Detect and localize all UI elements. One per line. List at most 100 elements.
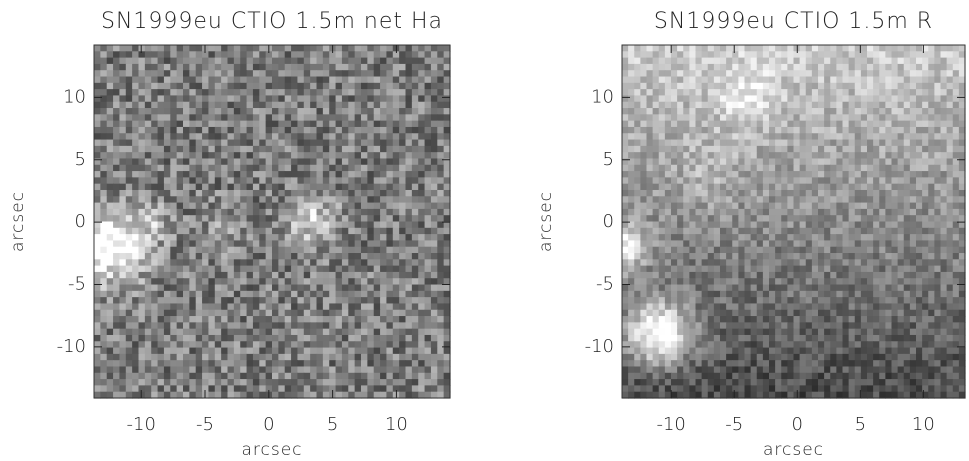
pixel — [266, 348, 273, 355]
pixel — [647, 203, 654, 210]
pixel — [355, 341, 362, 348]
pixel — [348, 203, 355, 210]
pixel — [94, 133, 101, 140]
pixel — [898, 58, 905, 65]
pixel — [221, 291, 228, 298]
pixel — [151, 348, 158, 355]
pixel — [132, 108, 139, 115]
pixel — [145, 366, 152, 373]
pixel — [861, 190, 868, 197]
pixel — [849, 51, 856, 58]
pixel — [151, 45, 158, 52]
pixel — [266, 247, 273, 254]
pixel — [361, 222, 368, 229]
pixel — [304, 303, 311, 310]
pixel — [640, 228, 647, 235]
pixel — [941, 240, 948, 247]
pixel — [107, 127, 114, 134]
pixel — [953, 45, 960, 52]
pixel — [317, 140, 324, 147]
pixel — [763, 133, 770, 140]
pixel — [348, 83, 355, 90]
pixel — [139, 196, 146, 203]
pixel — [665, 171, 672, 178]
pixel — [208, 77, 215, 84]
pixel — [329, 152, 336, 159]
pixel — [297, 121, 304, 128]
pixel — [393, 89, 400, 96]
pixel — [266, 310, 273, 317]
pixel — [126, 171, 133, 178]
pixel — [158, 316, 165, 323]
pixel — [329, 341, 336, 348]
pixel — [843, 64, 850, 71]
pixel — [234, 203, 241, 210]
pixel — [202, 196, 209, 203]
pixel — [177, 165, 184, 172]
pixel — [757, 152, 764, 159]
pixel — [107, 83, 114, 90]
pixel — [342, 133, 349, 140]
pixel — [794, 184, 801, 191]
pixel — [272, 146, 279, 153]
pixel — [189, 322, 196, 329]
pixel — [336, 89, 343, 96]
pixel — [355, 322, 362, 329]
pixel — [253, 272, 260, 279]
pixel — [374, 140, 381, 147]
pixel — [119, 102, 126, 109]
pixel — [659, 171, 666, 178]
pixel — [285, 184, 292, 191]
pixel — [622, 228, 629, 235]
pixel — [910, 222, 917, 229]
pixel — [431, 70, 438, 77]
pixel — [119, 177, 126, 184]
pixel — [317, 158, 324, 165]
pixel — [170, 234, 177, 241]
pixel — [158, 77, 165, 84]
pixel — [399, 259, 406, 266]
pixel — [696, 102, 703, 109]
pixel — [119, 222, 126, 229]
pixel — [285, 45, 292, 52]
pixel — [812, 190, 819, 197]
pixel — [380, 114, 387, 121]
pixel — [304, 285, 311, 292]
pixel — [361, 209, 368, 216]
pixel — [665, 209, 672, 216]
pixel — [240, 108, 247, 115]
pixel — [399, 140, 406, 147]
pixel — [266, 83, 273, 90]
pixel — [683, 45, 690, 52]
pixel — [745, 203, 752, 210]
pixel — [132, 366, 139, 373]
pixel — [297, 58, 304, 65]
pixel — [843, 203, 850, 210]
pixel — [892, 83, 899, 90]
pixel — [253, 360, 260, 367]
pixel — [100, 127, 107, 134]
pixel — [253, 108, 260, 115]
pixel — [947, 102, 954, 109]
pixel — [683, 196, 690, 203]
pixel — [855, 240, 862, 247]
pixel — [196, 335, 203, 342]
pixel — [196, 253, 203, 260]
pixel — [145, 121, 152, 128]
pixel — [323, 190, 330, 197]
pixel — [151, 64, 158, 71]
pixel — [751, 209, 758, 216]
pixel — [202, 266, 209, 273]
pixel — [278, 278, 285, 285]
pixel — [892, 114, 899, 121]
pixel — [406, 108, 413, 115]
pixel — [873, 58, 880, 65]
pixel — [323, 196, 330, 203]
pixel — [259, 83, 266, 90]
pixel — [399, 303, 406, 310]
pixel — [278, 209, 285, 216]
pixel — [437, 58, 444, 65]
pixel — [177, 322, 184, 329]
pixel — [399, 228, 406, 235]
pixel — [253, 341, 260, 348]
